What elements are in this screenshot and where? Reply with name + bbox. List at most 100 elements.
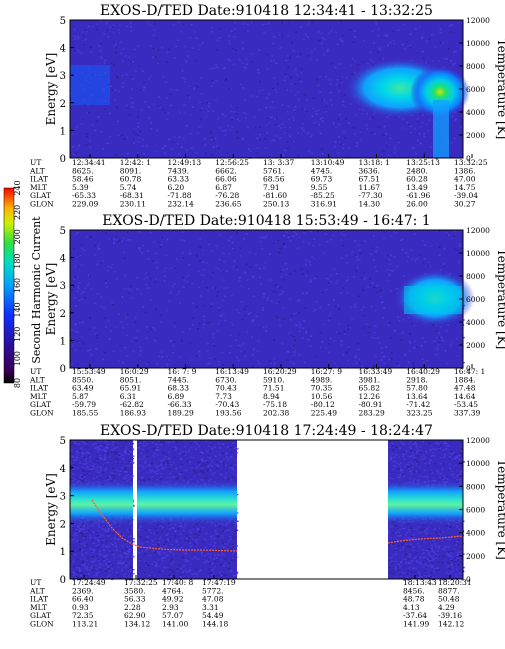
ephemeris-row-label: GLAT bbox=[30, 400, 51, 409]
y-right-tick-label: 6000 bbox=[466, 85, 485, 94]
ephemeris-value: -39.04 bbox=[454, 191, 478, 200]
ephemeris-row-label: ALT bbox=[29, 166, 45, 175]
ephemeris-value: 236.65 bbox=[215, 200, 241, 209]
y-right-tick-label: 8000 bbox=[466, 482, 485, 491]
y-right-tick-label: 10000 bbox=[466, 39, 490, 48]
ephemeris-value: 63.49 bbox=[72, 384, 94, 393]
ephemeris-value: 65.91 bbox=[120, 384, 141, 393]
colorbar-tick-label: 160 bbox=[13, 278, 22, 293]
chart-title: EXOS-D/TED Date:910418 12:34:41 - 13:32:… bbox=[100, 3, 433, 19]
ephemeris-row-label: ILAT bbox=[30, 175, 48, 184]
ephemeris-value: 189.29 bbox=[168, 409, 194, 418]
ephemeris-value: -39.16 bbox=[438, 611, 462, 620]
y-right-tick-label: 8000 bbox=[466, 62, 485, 71]
ephemeris-value: -85.25 bbox=[311, 191, 335, 200]
y-tick-label: 3 bbox=[60, 492, 66, 503]
temperature-trace bbox=[91, 499, 238, 552]
ephemeris-value: 142.12 bbox=[438, 620, 464, 629]
ephemeris-value: 5.87 bbox=[72, 392, 89, 401]
y-tick-label: 3 bbox=[60, 281, 66, 292]
y-right-axis-label: Temperature [K] bbox=[495, 459, 505, 560]
ephemeris-value: 4745. bbox=[311, 166, 332, 175]
ephemeris-value: 5761. bbox=[263, 166, 284, 175]
ephemeris-value: 68.33 bbox=[168, 384, 190, 393]
ephemeris-value: 15:53:49 bbox=[72, 367, 106, 376]
colorbar-tick-label: 120 bbox=[13, 327, 22, 342]
ephemeris-value: 16:33:49 bbox=[359, 367, 393, 376]
y-tick-label: 2 bbox=[60, 519, 66, 530]
ephemeris-row-label: ILAT bbox=[30, 595, 48, 604]
ephemeris-value: 4.13 bbox=[403, 603, 420, 612]
ephemeris-value: 230.11 bbox=[120, 200, 146, 209]
y-tick-label: 4 bbox=[60, 44, 66, 55]
ephemeris-value: 3981. bbox=[359, 375, 380, 384]
ephemeris-value: 193.56 bbox=[215, 409, 241, 418]
ephemeris-value: -71.88 bbox=[168, 191, 192, 200]
ephemeris-value: 14.75 bbox=[454, 183, 476, 192]
ephemeris-value: 113.21 bbox=[72, 620, 98, 629]
ephemeris-value: 3.31 bbox=[202, 603, 219, 612]
ephemeris-value: 13.64 bbox=[406, 392, 428, 401]
ephemeris-value: 71.51 bbox=[263, 384, 284, 393]
ephemeris-value: 144.18 bbox=[202, 620, 228, 629]
ephemeris-value: 12.26 bbox=[359, 392, 381, 401]
ephemeris-value: 185.55 bbox=[72, 409, 98, 418]
ephemeris-value: 6.89 bbox=[168, 392, 185, 401]
ephemeris-value: -70.43 bbox=[215, 400, 239, 409]
ephemeris-value: -81.60 bbox=[263, 191, 287, 200]
ephemeris-value: 16:40:29 bbox=[406, 367, 440, 376]
ephemeris-value: -61.96 bbox=[406, 191, 430, 200]
ephemeris-row-label: GLON bbox=[30, 620, 54, 629]
ephemeris-value: 60.28 bbox=[406, 175, 428, 184]
y-tick-label: 0 bbox=[60, 364, 66, 375]
ephemeris-value: 47.00 bbox=[454, 175, 476, 184]
ephemeris-value: 50.48 bbox=[438, 595, 460, 604]
ephemeris-value: 3636. bbox=[359, 166, 380, 175]
ephemeris-value: 16:47: 1 bbox=[454, 367, 485, 376]
y-tick-label: 0 bbox=[60, 154, 66, 165]
y-right-tick-label: 12000 bbox=[466, 436, 490, 445]
ephemeris-value: 225.49 bbox=[311, 409, 337, 418]
ephemeris-value: 8.94 bbox=[263, 392, 280, 401]
ephemeris-value: 6.87 bbox=[215, 183, 232, 192]
ephemeris-value: 57.07 bbox=[162, 611, 184, 620]
ephemeris-value: 337.39 bbox=[454, 409, 480, 418]
colorbar-tick-label: 240 bbox=[13, 180, 22, 195]
ephemeris-value: 0.93 bbox=[72, 603, 89, 612]
y-tick-label: 1 bbox=[60, 336, 66, 347]
ephemeris-row-label: UT bbox=[30, 158, 41, 167]
colorbar: 80 100 120 140 160 180 200 220 240 Second Harmoni… bbox=[3, 180, 43, 388]
ephemeris-value: 66.06 bbox=[215, 175, 237, 184]
ephemeris-value: 67.51 bbox=[359, 175, 380, 184]
ephemeris-value: 7.73 bbox=[215, 392, 232, 401]
y-right-tick-label: 6000 bbox=[466, 506, 485, 515]
colorbar-tick-label: 100 bbox=[13, 351, 22, 366]
data-segment-3 bbox=[388, 440, 465, 581]
ephemeris-value: 141.99 bbox=[403, 620, 429, 629]
ephemeris-value: 70.35 bbox=[311, 384, 333, 393]
y-tick-label: 0 bbox=[60, 575, 66, 586]
ephemeris-value: -80.12 bbox=[311, 400, 335, 409]
ephemeris-value: 17:47:19 bbox=[202, 578, 236, 587]
spectrogram-panel-3: EXOS-D/TED Date:910418 17:24:49 - 18:24:… bbox=[29, 423, 505, 629]
ephemeris-row-label: MLT bbox=[30, 392, 47, 401]
spectrogram-panel-2: EXOS-D/TED Date:910418 15:53:49 - 16:47:… bbox=[29, 213, 505, 418]
ephemeris-value: 68.56 bbox=[263, 175, 285, 184]
ephemeris-value: -68.31 bbox=[120, 191, 144, 200]
ephemeris-row-label: GLON bbox=[30, 200, 54, 209]
ephemeris-row-label: ILAT bbox=[30, 384, 48, 393]
y-tick-label: 1 bbox=[60, 126, 66, 137]
ephemeris-value: 3580. bbox=[124, 586, 145, 595]
ephemeris-value: 4.29 bbox=[438, 603, 455, 612]
data-segment-2 bbox=[137, 440, 239, 581]
ephemeris-value: 6.20 bbox=[168, 183, 185, 192]
ephemeris-value: 62.90 bbox=[124, 611, 146, 620]
ephemeris-value: 17:32:25 bbox=[124, 578, 158, 587]
ephemeris-row-label: GLAT bbox=[30, 191, 51, 200]
ephemeris-row-label: MLT bbox=[30, 183, 47, 192]
ephemeris-value: 7439. bbox=[168, 166, 189, 175]
y-axis-label: Energy [eV] bbox=[44, 53, 58, 126]
ephemeris-value: 14.64 bbox=[454, 392, 476, 401]
y-axis-label: Energy [eV] bbox=[44, 263, 58, 336]
ephemeris-value: 13.49 bbox=[406, 183, 428, 192]
